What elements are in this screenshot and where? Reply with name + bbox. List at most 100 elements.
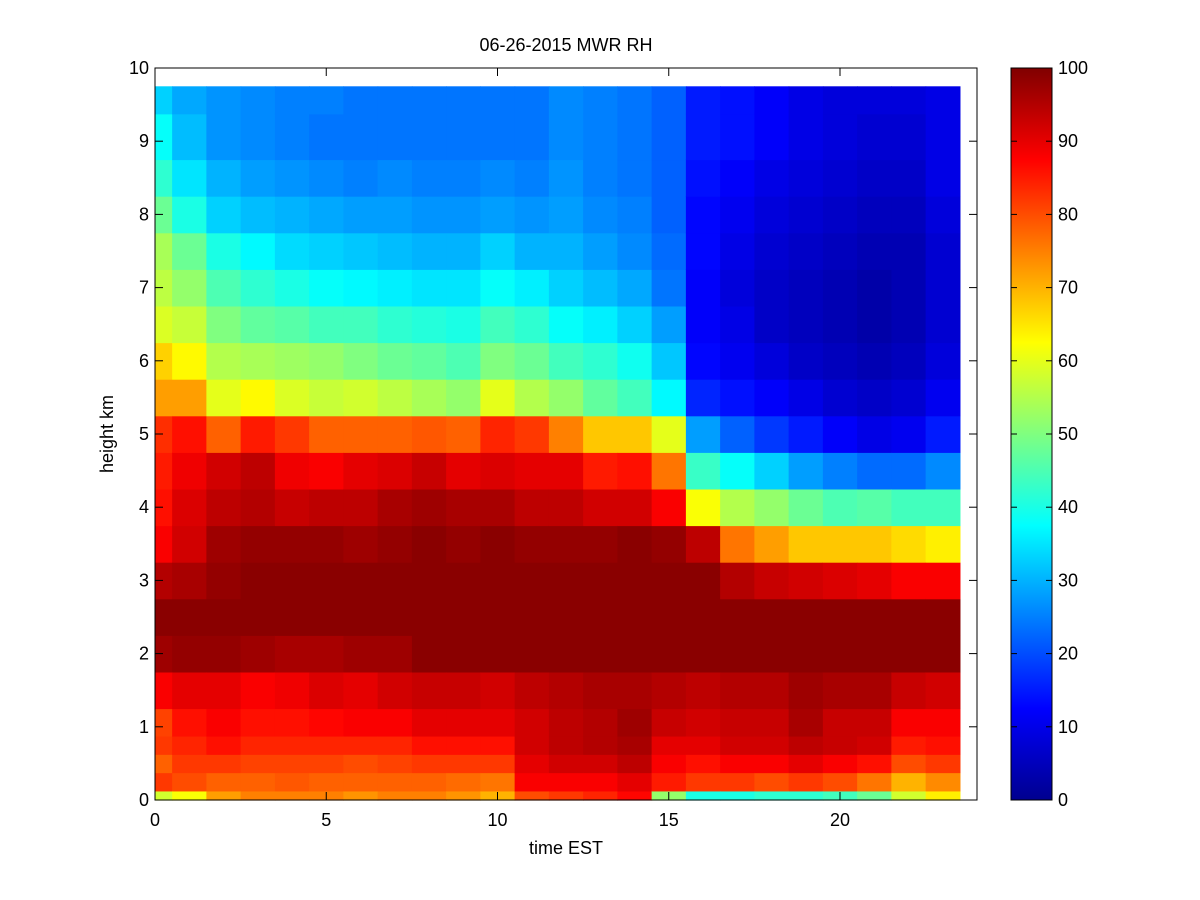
heatmap-cell	[514, 269, 550, 307]
heatmap-cell	[206, 562, 242, 600]
heatmap-cell	[822, 452, 858, 490]
heatmap-cell	[343, 708, 379, 737]
heatmap-cell	[240, 708, 276, 737]
heatmap-cell	[754, 379, 790, 417]
heatmap-cell	[617, 635, 653, 673]
heatmap-cell	[309, 772, 344, 792]
heatmap-cell	[617, 772, 653, 792]
heatmap-cell	[480, 415, 516, 453]
heatmap-cell	[411, 772, 447, 792]
heatmap-cell	[480, 772, 516, 792]
heatmap-cell	[651, 113, 687, 161]
heatmap-cell	[925, 113, 961, 161]
heatmap-cell	[788, 562, 824, 600]
heatmap-cell	[685, 452, 721, 490]
heatmap-cell	[377, 113, 413, 161]
heatmap-cell	[583, 305, 618, 344]
heatmap-cell	[822, 525, 858, 563]
heatmap-cell	[925, 305, 961, 344]
heatmap-cell	[891, 452, 927, 490]
heatmap-cell	[651, 735, 687, 755]
heatmap-cell	[343, 196, 379, 234]
heatmap-cell	[788, 598, 824, 636]
heatmap-cell	[754, 415, 790, 453]
heatmap-cell	[343, 452, 379, 490]
heatmap-cell	[548, 754, 584, 774]
heatmap-cell	[788, 86, 824, 115]
heatmap-cell	[514, 159, 550, 197]
heatmap-cell	[411, 379, 447, 417]
heatmap-cell	[377, 305, 413, 344]
y-tick-label: 6	[139, 351, 149, 371]
heatmap-cell	[685, 754, 721, 774]
heatmap-cell	[548, 598, 584, 636]
heatmap-cell	[274, 86, 310, 115]
heatmap-cell	[925, 415, 961, 453]
heatmap-cell	[857, 196, 892, 234]
heatmap-cell	[274, 772, 310, 792]
heatmap-cell	[617, 735, 653, 755]
heatmap-cell	[583, 735, 618, 755]
heatmap-cell	[720, 562, 755, 600]
heatmap-cell	[309, 86, 344, 115]
heatmap-cell	[240, 159, 276, 197]
heatmap-cell	[446, 196, 481, 234]
colorbar-tick-label: 0	[1058, 790, 1068, 810]
heatmap-cell	[754, 269, 790, 307]
heatmap-cell	[240, 269, 276, 307]
heatmap-cell	[685, 305, 721, 344]
heatmap-cell	[685, 196, 721, 234]
heatmap-cell	[925, 754, 961, 774]
heatmap-cell	[274, 635, 310, 673]
heatmap-cell	[172, 415, 207, 453]
heatmap-cell	[377, 598, 413, 636]
heatmap-cell	[583, 671, 618, 710]
heatmap-cell	[446, 159, 481, 197]
heatmap-cell	[155, 708, 173, 737]
heatmap-cell	[377, 635, 413, 673]
heatmap-cell	[925, 790, 961, 801]
heatmap-cell	[857, 735, 892, 755]
heatmap-cell	[754, 305, 790, 344]
heatmap-cell	[480, 196, 516, 234]
heatmap-cell	[685, 525, 721, 563]
heatmap-cell	[822, 379, 858, 417]
colorbar-tick-label: 60	[1058, 351, 1078, 371]
heatmap-cell	[925, 635, 961, 673]
heatmap-cell	[685, 735, 721, 755]
heatmap-cell	[274, 113, 310, 161]
heatmap-cell	[155, 305, 173, 344]
heatmap-cell	[548, 635, 584, 673]
heatmap-cell	[651, 305, 687, 344]
heatmap-cell	[891, 113, 927, 161]
y-tick-label: 5	[139, 424, 149, 444]
heatmap-cell	[617, 305, 653, 344]
heatmap-cell	[548, 113, 584, 161]
heatmap-cell	[685, 488, 721, 527]
heatmap-cell	[206, 735, 242, 755]
heatmap-cell	[172, 305, 207, 344]
heatmap-cell	[857, 415, 892, 453]
heatmap-cell	[446, 232, 481, 270]
y-tick-label: 8	[139, 204, 149, 224]
heatmap-cell	[172, 525, 207, 563]
heatmap-cell	[480, 735, 516, 755]
heatmap-cell	[720, 525, 755, 563]
heatmap-cell	[343, 159, 379, 197]
heatmap-cell	[172, 269, 207, 307]
heatmap-cell	[446, 735, 481, 755]
heatmap-cell	[514, 735, 550, 755]
heatmap-cell	[754, 159, 790, 197]
heatmap-cell	[446, 772, 481, 792]
heatmap-cell	[480, 86, 516, 115]
heatmap-cell	[206, 598, 242, 636]
heatmap-cell	[822, 708, 858, 737]
heatmap-cell	[720, 196, 755, 234]
heatmap-cell	[274, 196, 310, 234]
heatmap-cell	[274, 708, 310, 737]
heatmap-cell	[788, 379, 824, 417]
x-tick-label: 0	[150, 810, 160, 830]
heatmap-cell	[925, 562, 961, 600]
heatmap-cell	[617, 232, 653, 270]
heatmap-cell	[685, 113, 721, 161]
